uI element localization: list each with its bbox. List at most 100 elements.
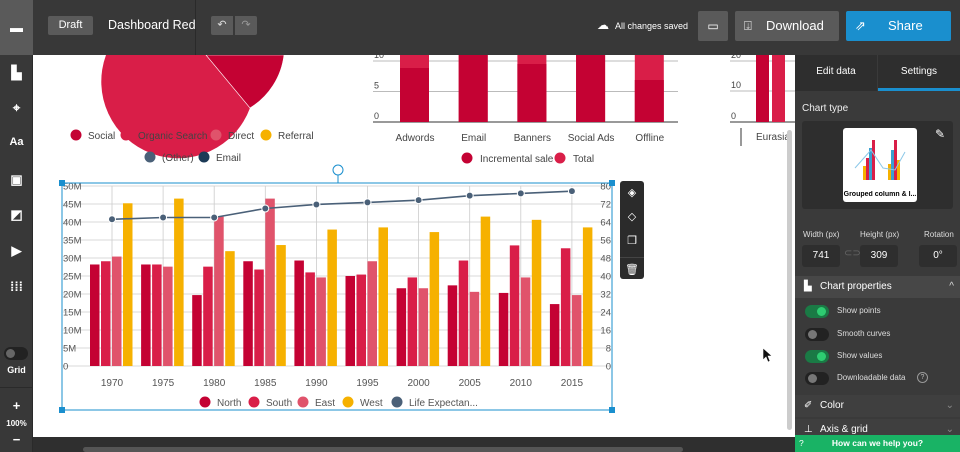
top-bar: Draft Dashboard Red ↶ ↷ ☁ All changes sav… [0,0,960,55]
show-points-toggle[interactable] [805,305,829,318]
legend-swatch [391,396,403,408]
bar-east [112,256,122,366]
download-label: Download [766,18,824,33]
legend-swatch [554,152,566,164]
legend-swatch [210,129,222,141]
bar-north [90,264,100,366]
bar-east [163,266,173,366]
help-circle-icon[interactable]: ? [917,372,928,383]
duplicate-icon[interactable]: ❐ [627,235,637,247]
image-icon[interactable]: ▣ [10,172,23,187]
axis-grid-label: Axis & grid [820,424,868,435]
downloadable-data-toggle[interactable] [805,372,829,385]
legend-swatch [70,129,82,141]
right-y-tick: 0 [606,362,611,373]
chart-type-thumbnail[interactable]: Grouped column & l... [843,128,917,202]
bar-west [429,232,440,366]
bar-south [356,274,366,366]
grid-toggle[interactable] [4,347,28,360]
color-section[interactable]: ✐ Color ⌄ [795,395,960,417]
bring-forward-icon[interactable]: ◈ [627,187,637,199]
canvas-svg: Social Organic Search Direct Referral (Other… [59,55,795,413]
bar-west [123,203,133,366]
horizontal-scrollbar[interactable] [33,437,795,452]
bar-east [367,261,377,366]
vertical-scrollbar[interactable] [787,130,792,430]
resize-handle[interactable] [59,407,65,413]
rotate-handle[interactable] [332,164,344,176]
send-backward-icon[interactable]: ◇ [627,211,637,223]
share-button[interactable]: ⇗ Share [846,11,951,41]
legend-swatch [342,396,354,408]
link-icon[interactable]: ⊂⊃ [844,248,861,259]
download-icon: ⍗ [744,18,752,33]
bar-incremental [634,80,664,122]
video-icon[interactable]: ▶ [11,243,22,258]
legend-swatch [260,129,272,141]
resize-handle[interactable] [59,180,65,186]
right-y-tick: 64 [600,218,611,229]
help-chat-button[interactable]: ? How can we help you? [795,435,960,452]
zoom-out-button[interactable]: − [12,432,21,447]
right-y-tick: 56 [600,236,611,247]
legend-label: Incremental sale [480,154,554,165]
bar-east [520,277,531,366]
map-icon[interactable]: ⌖ [12,100,21,115]
chart-icon[interactable]: ▙ [11,65,22,80]
x-tick: 2000 [407,378,430,389]
bar-incremental [400,68,429,122]
zoom-in-button[interactable]: + [12,398,21,413]
life-expectancy-point [210,213,219,222]
chart-type-selector[interactable]: Grouped column & l... ✎ [802,121,953,209]
bar-north [447,285,458,366]
bar [756,55,769,122]
width-input[interactable]: 741 [802,245,840,267]
selection-box[interactable] [59,164,615,413]
bar [772,55,785,122]
x-tick: 1985 [254,378,277,389]
draft-badge[interactable]: Draft [48,16,93,35]
smooth-curves-toggle[interactable] [805,328,829,341]
undo-button[interactable]: ↶ [211,16,233,35]
rotation-input[interactable]: 0° [919,245,957,267]
downloadable-data-label: Downloadable data [837,373,906,382]
redo-button[interactable]: ↷ [235,16,257,35]
bar-north [345,276,355,366]
project-title[interactable]: Dashboard Red [108,18,196,32]
x-tick: Banners [514,133,551,144]
chart-properties-section[interactable]: ▙ Chart properties ^ [795,276,960,298]
shapes-icon[interactable]: ◩ [10,207,23,222]
left-toolbar: ▬ ▙ ⌖ Aa ▣ ◩ ▶ ⁞⁞⁞ Grid + 100% − [0,0,33,452]
left-y-tick: 30M [63,254,82,265]
preview-button[interactable]: ▭ [698,11,728,41]
show-values-label: Show values [837,351,883,360]
right-y-tick: 48 [600,254,611,265]
text-icon[interactable]: Aa [9,136,24,148]
y-tick: 20 [731,55,741,60]
life-expectancy-point [516,189,525,198]
canvas[interactable]: Social Organic Search Direct Referral (Other… [33,55,795,437]
resize-handle[interactable] [609,407,615,413]
bar-north [498,292,509,366]
bar-incremental [576,55,606,122]
resize-handle[interactable] [609,180,615,186]
chevron-up-icon: ^ [949,281,954,292]
bar-east [571,295,582,366]
grid-apps-icon[interactable]: ⁞⁞⁞ [10,279,23,294]
y-tick: 5 [374,81,379,91]
save-status: ☁ All changes saved [597,18,688,32]
bar-south [560,248,571,366]
edit-icon[interactable]: ✎ [934,127,945,141]
download-button[interactable]: ⍗ Download [735,11,839,41]
show-values-toggle[interactable] [805,350,829,363]
legend-label: (Other) [162,153,194,164]
share-icon: ⇗ [855,18,866,33]
bar-south [509,245,520,366]
delete-icon[interactable]: 🗑 [620,257,644,281]
tab-settings[interactable]: Settings [878,55,960,91]
height-input[interactable]: 309 [860,245,898,267]
tab-edit-data[interactable]: Edit data [795,55,877,91]
chevron-down-icon: ⌄ [945,424,954,435]
save-status-text: All changes saved [615,21,689,31]
tray-icon[interactable]: ▬ [0,0,33,55]
